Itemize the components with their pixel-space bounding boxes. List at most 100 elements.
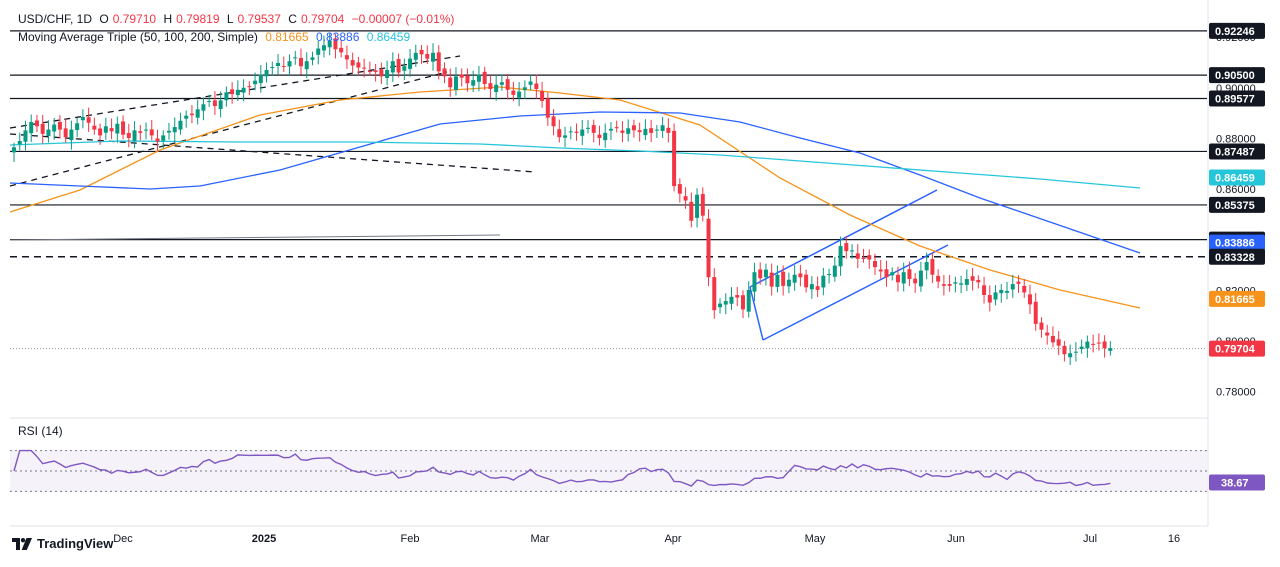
candle-body (976, 279, 981, 283)
trend-line (9, 133, 536, 173)
candle (109, 118, 114, 140)
candle (838, 236, 843, 276)
low-value: 0.79537 (237, 12, 281, 26)
candle (1022, 279, 1027, 298)
channel-lower-line (762, 244, 949, 341)
candle-body (436, 52, 441, 72)
candle-body (465, 75, 470, 84)
candle (1091, 334, 1096, 353)
ma200-line (9, 140, 1141, 189)
candle (379, 62, 384, 85)
candle (207, 94, 212, 107)
candle-body (448, 77, 453, 88)
candle (936, 269, 941, 289)
candle (603, 123, 608, 148)
candle-body (488, 83, 493, 90)
candle-body (735, 295, 740, 298)
price-axis-tag: 0.86459 (1209, 169, 1265, 186)
candle-body (287, 61, 292, 67)
candle (103, 117, 108, 140)
candle-body (838, 246, 843, 267)
candle-body (172, 127, 177, 133)
candle-body (936, 275, 941, 282)
candle-body (1096, 342, 1101, 344)
candle (505, 74, 510, 100)
candle-body (299, 57, 303, 67)
tradingview-logo[interactable]: TradingView (12, 536, 113, 551)
candle (75, 117, 80, 137)
candle (390, 52, 395, 82)
candle (557, 119, 562, 143)
candle-body (677, 184, 682, 194)
candle (1102, 335, 1107, 358)
price-tag-bg (1209, 290, 1265, 307)
candle (482, 66, 487, 91)
candle-body (276, 62, 281, 67)
candle-body (534, 83, 539, 90)
candle (614, 120, 619, 133)
candle (1062, 340, 1067, 362)
candle (362, 58, 367, 78)
candle-body (626, 128, 631, 134)
candle-body (379, 69, 384, 77)
candle (310, 51, 315, 66)
candle-body (1022, 285, 1027, 293)
candle-body (1033, 301, 1038, 324)
ma-title: Moving Average Triple (50, 100, 200, Sim… (18, 30, 258, 44)
candle (86, 107, 91, 132)
candle (436, 45, 441, 80)
candle-body (763, 269, 768, 278)
candle-body (890, 272, 895, 276)
candle (80, 109, 85, 129)
candle (46, 120, 51, 143)
candle-body (953, 282, 958, 284)
tradingview-icon (12, 537, 32, 550)
rsi-value-tag: 38.67 (1209, 474, 1265, 491)
candle (758, 262, 763, 285)
candle (1010, 274, 1015, 298)
candle-body (1016, 281, 1021, 284)
candle-body (75, 123, 80, 131)
candle-body (591, 125, 596, 133)
close-value: 0.79704 (300, 12, 345, 26)
price-axis-tag: 0.79704 (1209, 340, 1265, 357)
candle-body (809, 284, 814, 290)
candle (586, 120, 590, 134)
candle (855, 244, 860, 269)
candle (746, 281, 751, 318)
candle (138, 125, 143, 141)
y-tick-label: 0.78000 (1216, 387, 1256, 399)
candle-body (781, 271, 786, 286)
candle (918, 261, 923, 292)
price-axis-tag: 0.83886 (1209, 234, 1265, 251)
candle-body (574, 131, 579, 133)
candle-body (918, 270, 923, 287)
candle-body (316, 48, 321, 55)
price-tag-bg (1209, 248, 1265, 265)
candle (396, 53, 401, 78)
candle (563, 126, 568, 148)
candle (189, 104, 194, 124)
candle (1045, 324, 1050, 345)
candle (34, 114, 39, 133)
x-tick-label: 16 (1168, 533, 1180, 545)
candle-body (40, 123, 45, 134)
candle-body (947, 284, 952, 286)
candle (184, 110, 189, 128)
symbol-label: USD/CHF, 1D (18, 12, 93, 26)
candle-body (695, 194, 700, 218)
candle-body (1056, 339, 1061, 346)
candle-body (901, 272, 906, 284)
price-tag-bg (1209, 22, 1265, 39)
candle (959, 275, 964, 294)
candle-body (402, 66, 407, 71)
candle (850, 244, 855, 259)
candle-body (706, 218, 711, 278)
x-tick-label: Mar (531, 533, 550, 545)
change-value: −0.00007 (−0.01%) (351, 12, 455, 26)
candle (1085, 335, 1090, 358)
candle (528, 75, 533, 91)
candle-body (362, 67, 367, 69)
price-axis-tag: 0.87487 (1209, 143, 1265, 160)
